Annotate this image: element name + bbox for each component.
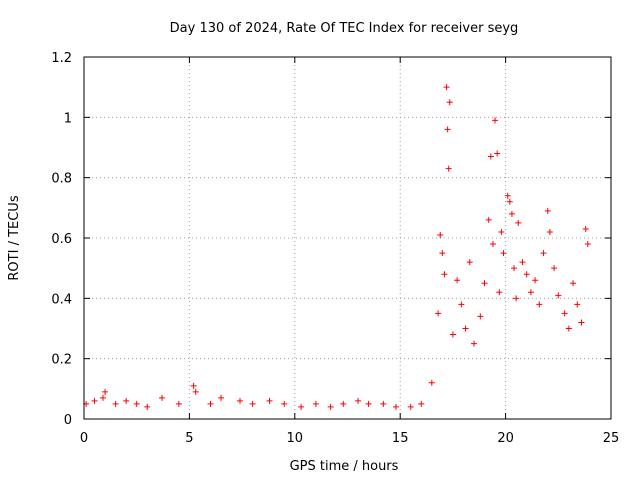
- data-point: [574, 301, 581, 308]
- data-point: [508, 210, 515, 217]
- data-point: [519, 259, 526, 266]
- data-point: [454, 277, 461, 284]
- data-point: [532, 277, 539, 284]
- data-point: [584, 241, 591, 248]
- x-tick-label: 20: [497, 431, 514, 446]
- data-point: [561, 310, 568, 317]
- y-axis: 0 0.2 0.4 0.6 0.8 1 1.2: [51, 51, 611, 428]
- data-point: [207, 400, 214, 407]
- data-point: [470, 340, 477, 347]
- data-point: [555, 292, 562, 299]
- x-tick-label: 5: [185, 431, 193, 446]
- data-point: [380, 400, 387, 407]
- y-tick-label: 1: [64, 111, 72, 126]
- plot-frame: [83, 56, 612, 420]
- data-point: [340, 400, 347, 407]
- data-point: [513, 295, 520, 302]
- data-point: [449, 331, 456, 338]
- y-tick-label: 0.8: [51, 172, 72, 187]
- data-point: [249, 400, 256, 407]
- data-point: [236, 397, 243, 404]
- data-point: [439, 250, 446, 257]
- data-point: [527, 289, 534, 296]
- data-point: [392, 403, 399, 410]
- data-point: [544, 207, 551, 214]
- data-point: [312, 400, 319, 407]
- data-point: [190, 382, 197, 389]
- data-point: [446, 99, 453, 106]
- data-point: [133, 400, 140, 407]
- data-point: [570, 280, 577, 287]
- data-point: [515, 219, 522, 226]
- data-point: [444, 126, 451, 133]
- data-point: [487, 153, 494, 160]
- data-point: [481, 280, 488, 287]
- x-tick-label: 15: [392, 431, 409, 446]
- y-tick-label: 0.2: [51, 353, 72, 368]
- data-point: [102, 388, 109, 395]
- data-point: [266, 397, 273, 404]
- data-point: [428, 379, 435, 386]
- data-point: [500, 250, 507, 257]
- data-point: [158, 394, 165, 401]
- data-point: [492, 117, 499, 124]
- data-point: [298, 403, 305, 410]
- data-points: [83, 84, 591, 410]
- y-tick-label: 0.6: [51, 232, 72, 247]
- x-axis-label: GPS time / hours: [290, 459, 399, 474]
- x-tick-label: 10: [287, 431, 304, 446]
- data-point: [565, 325, 572, 332]
- data-point: [218, 394, 225, 401]
- data-point: [445, 165, 452, 172]
- data-point: [99, 394, 106, 401]
- x-axis: 0 5 10 15 20 25: [80, 57, 619, 446]
- x-tick-label: 25: [603, 431, 620, 446]
- data-point: [144, 403, 151, 410]
- data-point: [466, 259, 473, 266]
- data-point: [458, 301, 465, 308]
- data-point: [418, 400, 425, 407]
- chart-title: Day 130 of 2024, Rate Of TEC Index for r…: [170, 21, 519, 36]
- data-point: [582, 225, 589, 232]
- data-point: [407, 403, 414, 410]
- y-tick-label: 0.4: [51, 292, 72, 307]
- y-tick-label: 0: [64, 413, 72, 428]
- y-tick-label: 1.2: [51, 51, 72, 66]
- x-tick-label: 0: [80, 431, 88, 446]
- data-point: [511, 265, 518, 272]
- data-point: [355, 397, 362, 404]
- data-point: [536, 301, 543, 308]
- data-point: [496, 289, 503, 296]
- data-point: [462, 325, 469, 332]
- data-point: [498, 228, 505, 235]
- data-point: [578, 319, 585, 326]
- data-point: [443, 84, 450, 91]
- data-point: [327, 403, 334, 410]
- data-point: [489, 241, 496, 248]
- data-point: [494, 150, 501, 157]
- data-point: [485, 216, 492, 223]
- data-point: [192, 388, 199, 395]
- data-point: [437, 231, 444, 238]
- data-point: [441, 271, 448, 278]
- data-point: [435, 310, 442, 317]
- data-point: [540, 250, 547, 257]
- grid-lines: [84, 57, 611, 419]
- data-point: [281, 400, 288, 407]
- data-point: [504, 192, 511, 199]
- data-point: [365, 400, 372, 407]
- data-point: [551, 265, 558, 272]
- y-axis-label: ROTI / TECUs: [7, 195, 22, 280]
- data-point: [523, 271, 530, 278]
- data-point: [546, 228, 553, 235]
- data-point: [112, 400, 119, 407]
- data-point: [506, 198, 513, 205]
- data-point: [123, 397, 130, 404]
- data-point: [477, 313, 484, 320]
- data-point: [175, 400, 182, 407]
- data-point: [91, 397, 98, 404]
